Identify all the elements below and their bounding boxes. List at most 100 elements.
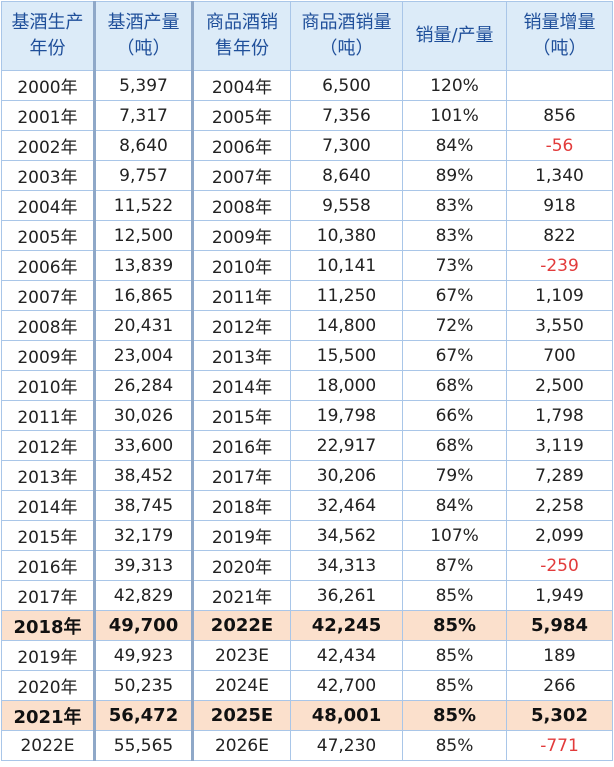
cell-base-output: 38,745	[94, 490, 194, 521]
cell-sale-year: 2025E	[192, 700, 291, 731]
cell-ratio: 83%	[402, 190, 507, 221]
table-row: 2012年 33,600 2016年 22,917 68% 3,119	[1, 430, 613, 461]
cell-ratio: 107%	[402, 520, 507, 551]
cell-base-year: 2012年	[1, 430, 96, 461]
cell-delta: 918	[506, 190, 613, 221]
cell-sale-year: 2006年	[192, 130, 291, 161]
cell-sale-year: 2008年	[192, 190, 291, 221]
cell-sales: 9,558	[290, 190, 403, 221]
header-delta: 销量增量 （吨）	[506, 1, 613, 71]
cell-sales: 8,640	[290, 160, 403, 191]
table-row: 2003年 9,757 2007年 8,640 89% 1,340	[1, 160, 613, 191]
table-row: 2020年 50,235 2024E 42,700 85% 266	[1, 670, 613, 701]
cell-base-output: 23,004	[94, 340, 194, 371]
cell-base-year: 2017年	[1, 580, 96, 611]
cell-delta: 5,984	[506, 610, 613, 641]
cell-sale-year: 2012年	[192, 310, 291, 341]
table-row: 2018年 49,700 2022E 42,245 85% 5,984	[1, 610, 613, 641]
cell-sale-year: 2022E	[192, 610, 291, 641]
cell-base-year: 2020年	[1, 670, 96, 701]
cell-base-year: 2006年	[1, 250, 96, 281]
table-row: 2014年 38,745 2018年 32,464 84% 2,258	[1, 490, 613, 521]
cell-base-year: 2001年	[1, 100, 96, 131]
cell-base-year: 2007年	[1, 280, 96, 311]
header-sales: 商品酒销量 （吨）	[290, 1, 403, 71]
cell-ratio: 79%	[402, 460, 507, 491]
cell-base-output: 33,600	[94, 430, 194, 461]
cell-sales: 48,001	[290, 700, 403, 731]
cell-base-year: 2013年	[1, 460, 96, 491]
cell-sales: 10,141	[290, 250, 403, 281]
table-row: 2010年 26,284 2014年 18,000 68% 2,500	[1, 370, 613, 401]
cell-base-output: 8,640	[94, 130, 194, 161]
cell-base-year: 2014年	[1, 490, 96, 521]
cell-base-output: 20,431	[94, 310, 194, 341]
table-body: 2000年 5,397 2004年 6,500 120% 2001年 7,317 2005年 7…	[1, 70, 613, 761]
cell-base-output: 56,472	[94, 700, 194, 731]
cell-base-output: 39,313	[94, 550, 194, 581]
cell-base-output: 9,757	[94, 160, 194, 191]
cell-base-year: 2021年	[1, 700, 96, 731]
table-row: 2022E 55,565 2026E 47,230 85% -771	[1, 730, 613, 761]
cell-delta: 1,949	[506, 580, 613, 611]
header-ratio: 销量/产量	[402, 1, 507, 71]
cell-sales: 11,250	[290, 280, 403, 311]
table-row: 2019年 49,923 2023E 42,434 85% 189	[1, 640, 613, 671]
cell-base-output: 5,397	[94, 70, 194, 101]
cell-sales: 34,562	[290, 520, 403, 551]
cell-sale-year: 2026E	[192, 730, 291, 761]
table-row: 2002年 8,640 2006年 7,300 84% -56	[1, 130, 613, 161]
cell-sales: 42,245	[290, 610, 403, 641]
cell-delta: 1,798	[506, 400, 613, 431]
cell-base-year: 2022E	[1, 730, 96, 761]
cell-ratio: 84%	[402, 130, 507, 161]
cell-ratio: 68%	[402, 370, 507, 401]
cell-ratio: 85%	[402, 640, 507, 671]
cell-sales: 42,700	[290, 670, 403, 701]
cell-base-year: 2004年	[1, 190, 96, 221]
cell-ratio: 73%	[402, 250, 507, 281]
table-row: 2015年 32,179 2019年 34,562 107% 2,099	[1, 520, 613, 551]
table-row: 2000年 5,397 2004年 6,500 120%	[1, 70, 613, 101]
cell-delta: 7,289	[506, 460, 613, 491]
cell-ratio: 83%	[402, 220, 507, 251]
cell-base-output: 11,522	[94, 190, 194, 221]
table-row: 2011年 30,026 2015年 19,798 66% 1,798	[1, 400, 613, 431]
cell-sale-year: 2013年	[192, 340, 291, 371]
cell-base-output: 13,839	[94, 250, 194, 281]
cell-base-year: 2003年	[1, 160, 96, 191]
cell-delta: 856	[506, 100, 613, 131]
cell-delta: 189	[506, 640, 613, 671]
cell-ratio: 68%	[402, 430, 507, 461]
cell-base-year: 2019年	[1, 640, 96, 671]
cell-base-year: 2011年	[1, 400, 96, 431]
cell-sale-year: 2023E	[192, 640, 291, 671]
cell-ratio: 85%	[402, 580, 507, 611]
cell-delta: 2,500	[506, 370, 613, 401]
cell-base-output: 16,865	[94, 280, 194, 311]
cell-base-output: 26,284	[94, 370, 194, 401]
cell-base-year: 2008年	[1, 310, 96, 341]
cell-base-output: 7,317	[94, 100, 194, 131]
cell-sale-year: 2004年	[192, 70, 291, 101]
cell-ratio: 120%	[402, 70, 507, 101]
cell-ratio: 72%	[402, 310, 507, 341]
cell-base-output: 38,452	[94, 460, 194, 491]
cell-ratio: 84%	[402, 490, 507, 521]
cell-sales: 15,500	[290, 340, 403, 371]
cell-delta: 2,099	[506, 520, 613, 551]
cell-sale-year: 2011年	[192, 280, 291, 311]
table-row: 2007年 16,865 2011年 11,250 67% 1,109	[1, 280, 613, 311]
cell-ratio: 85%	[402, 670, 507, 701]
cell-base-year: 2015年	[1, 520, 96, 551]
cell-base-output: 55,565	[94, 730, 194, 761]
header-base-output: 基酒产量 （吨）	[94, 1, 194, 71]
cell-delta: 1,109	[506, 280, 613, 311]
cell-base-year: 2010年	[1, 370, 96, 401]
table-row: 2008年 20,431 2012年 14,800 72% 3,550	[1, 310, 613, 341]
cell-base-output: 42,829	[94, 580, 194, 611]
cell-sales: 10,380	[290, 220, 403, 251]
cell-sales: 30,206	[290, 460, 403, 491]
cell-sale-year: 2015年	[192, 400, 291, 431]
